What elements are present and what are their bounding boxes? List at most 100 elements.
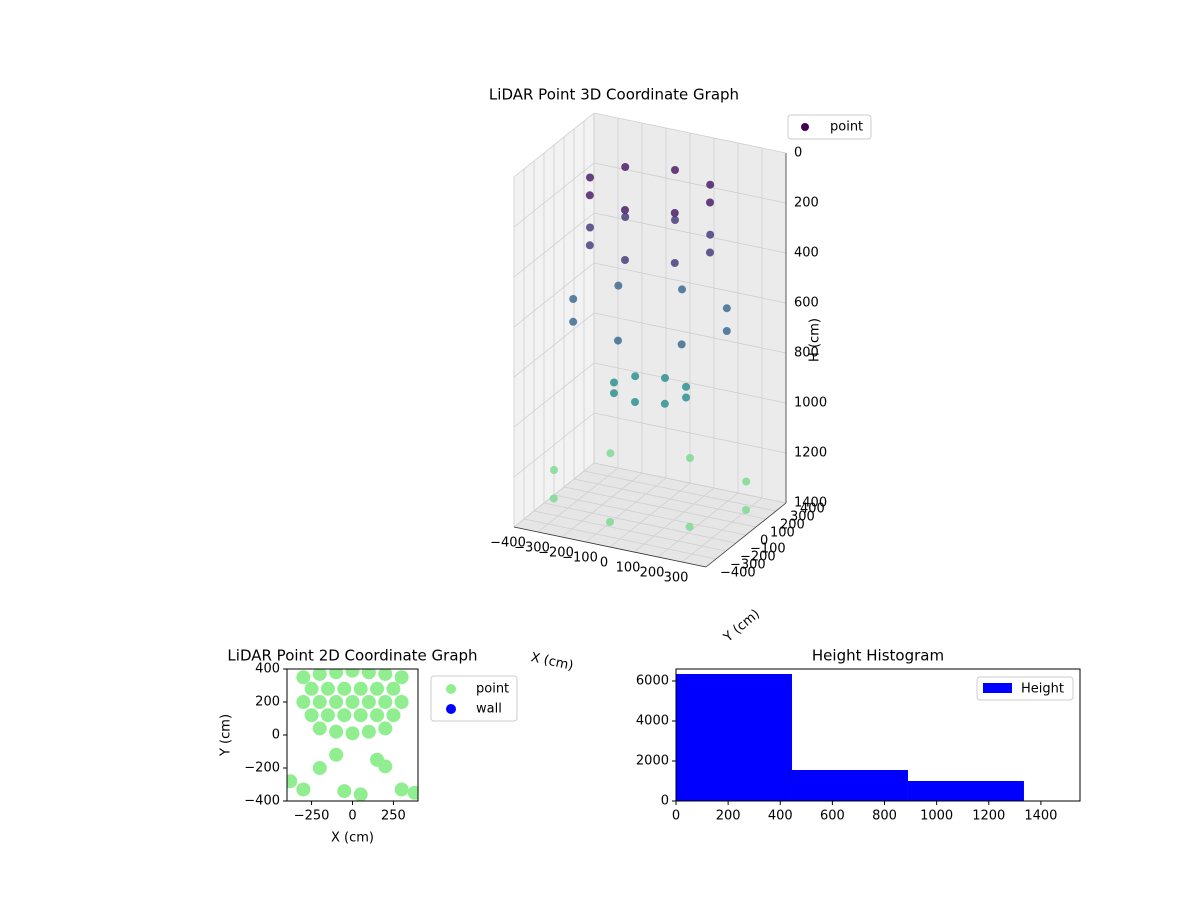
grid-line [513, 112, 595, 178]
x-tick-label: 300 [664, 571, 689, 586]
point [585, 191, 594, 200]
point [329, 669, 344, 680]
y-tick-label: 0 [760, 534, 768, 549]
point [386, 681, 401, 696]
x-tick-label: 1000 [920, 809, 953, 824]
point [670, 259, 679, 268]
y-tick-label: 400 [800, 502, 825, 517]
y-tick-label: 300 [790, 510, 815, 525]
y-tick-label: 0 [272, 728, 280, 743]
point [682, 393, 690, 402]
x-tick-label: 200 [716, 809, 741, 824]
legend-label: Height [1021, 682, 1064, 697]
grid-line [563, 486, 757, 528]
x-tick-label: 0 [348, 809, 356, 824]
x-tick-label: 600 [820, 809, 845, 824]
point [370, 681, 385, 696]
point [678, 285, 686, 294]
point [353, 787, 368, 801]
point [378, 669, 393, 681]
point [606, 518, 614, 526]
y-axis-line [705, 502, 787, 568]
grid-line [593, 312, 787, 354]
legend-box [787, 114, 872, 140]
y-tick-label: 4000 [636, 714, 669, 729]
point [671, 216, 679, 224]
z-tick-label: 1200 [794, 446, 827, 461]
point [345, 695, 360, 709]
point [370, 752, 385, 767]
point [722, 304, 731, 313]
point [407, 785, 418, 800]
z-tick-label: 1400 [794, 496, 827, 511]
point [345, 669, 360, 678]
legend-marker [446, 684, 456, 694]
point [378, 721, 393, 736]
y-axis-label: Y (cm) [219, 714, 234, 757]
x-tick-label: 400 [768, 809, 793, 824]
chart-title: LiDAR Point 3D Coordinate Graph [489, 86, 739, 104]
y-tick-label: 6000 [636, 674, 669, 689]
axes-frame [675, 668, 1081, 802]
grid-line [593, 412, 787, 454]
point [631, 372, 640, 381]
y-tick-label: −400 [720, 566, 756, 581]
x-tick-label: 1400 [1024, 809, 1057, 824]
point [685, 522, 694, 531]
grid-line [513, 262, 595, 328]
y-tick-label: −100 [750, 542, 786, 557]
point [706, 198, 714, 207]
point [329, 695, 344, 709]
point [686, 454, 694, 462]
point [345, 726, 360, 741]
point [337, 708, 352, 723]
z-axis-label: H (cm) [808, 318, 823, 362]
x-tick-label: 0 [600, 556, 608, 571]
point [742, 506, 750, 514]
point [682, 382, 691, 391]
z-tick-label: 400 [794, 246, 819, 261]
legend-label: wall [476, 702, 502, 717]
z-tick-label: 1000 [794, 396, 827, 411]
point [586, 223, 594, 232]
point [606, 449, 615, 458]
x-tick-label: −400 [490, 536, 526, 551]
point [569, 295, 578, 303]
x-tick-label: 0 [672, 809, 680, 824]
point [614, 336, 622, 345]
legend-label: point [476, 682, 509, 697]
x-tick-label: −100 [562, 551, 598, 566]
x-tick-label: 100 [616, 561, 641, 576]
point [329, 747, 344, 762]
x-axis-label: X (cm) [331, 831, 374, 846]
y-tick-label: −300 [730, 558, 766, 573]
point [742, 477, 751, 486]
point [378, 695, 393, 709]
point [312, 669, 327, 681]
x-tick-label: −200 [538, 546, 574, 561]
grid-line [523, 518, 717, 560]
point [287, 774, 298, 789]
point [586, 173, 594, 182]
legend-label: point [830, 120, 863, 135]
point [706, 248, 714, 257]
z-tick-label: 200 [794, 196, 819, 211]
point [621, 206, 629, 214]
point [304, 708, 319, 723]
point [370, 708, 385, 723]
x-tick-label: −300 [514, 541, 550, 556]
legend-marker [983, 683, 1012, 693]
point [569, 317, 578, 326]
point [706, 230, 715, 239]
bar [907, 781, 1024, 801]
point [671, 166, 679, 174]
point [361, 669, 376, 680]
point [329, 724, 344, 739]
chart-title: Height Histogram [812, 647, 944, 665]
point [585, 241, 594, 250]
point [312, 721, 327, 736]
point [312, 695, 327, 709]
x-tick-label: 1200 [972, 809, 1005, 824]
y-tick-label: −400 [244, 794, 280, 809]
point [621, 256, 629, 264]
